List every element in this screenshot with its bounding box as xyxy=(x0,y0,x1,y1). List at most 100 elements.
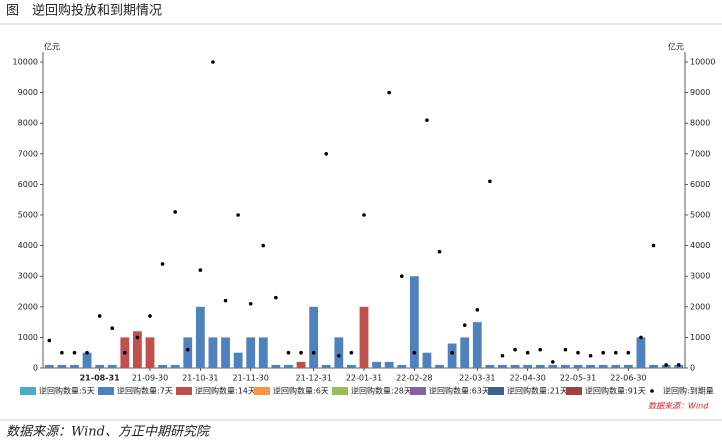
x-tick-label: 21-09-30 xyxy=(132,374,168,383)
point xyxy=(399,274,404,279)
bar xyxy=(82,352,92,368)
y2-unit: 亿元 xyxy=(668,42,684,52)
point xyxy=(387,90,391,95)
y-unit: 亿元 xyxy=(44,42,60,52)
y2-tick-label: 7000 xyxy=(690,149,710,158)
bar xyxy=(258,337,268,368)
point xyxy=(525,350,530,355)
bar xyxy=(409,276,419,368)
legend-swatch xyxy=(332,387,348,395)
point xyxy=(148,314,152,318)
x-tick-label: 21-11-30 xyxy=(233,374,269,383)
point xyxy=(47,338,52,343)
point xyxy=(274,295,278,300)
point xyxy=(60,350,64,355)
point xyxy=(412,350,417,355)
legend-swatch xyxy=(566,387,582,395)
bar xyxy=(535,364,545,368)
point xyxy=(97,314,102,318)
point xyxy=(664,363,668,367)
bar xyxy=(246,337,256,368)
bar xyxy=(334,337,344,368)
point xyxy=(651,243,656,248)
y-tick-label: 9000 xyxy=(18,88,38,97)
point xyxy=(563,347,568,352)
point xyxy=(588,353,593,358)
legend-label: 逆回购数量:7天 xyxy=(117,386,173,396)
point xyxy=(475,308,480,312)
y-tick-label: 7000 xyxy=(18,149,38,158)
point xyxy=(173,210,177,214)
bar xyxy=(510,364,520,368)
bar xyxy=(384,361,394,368)
point xyxy=(576,350,580,355)
point xyxy=(601,350,605,355)
bar xyxy=(372,361,381,368)
bar xyxy=(170,364,180,368)
bar xyxy=(208,337,218,368)
legend-label: 逆回购数量:21天 xyxy=(507,386,568,396)
x-tick-label: 21-12-31 xyxy=(295,374,331,383)
bar xyxy=(623,364,633,368)
y2-tick-label: 6000 xyxy=(690,180,710,189)
legend-label: 逆回购数量:5天 xyxy=(39,386,95,396)
y2-tick-label: 2000 xyxy=(690,302,710,311)
bar xyxy=(347,364,356,368)
bar xyxy=(460,337,470,368)
point xyxy=(198,268,203,272)
legend-label: 逆回购数量:6天 xyxy=(273,386,329,396)
point xyxy=(248,301,253,306)
y-tick-label: 3000 xyxy=(18,272,38,281)
x-tick-label: 22-06-30 xyxy=(610,374,646,383)
point xyxy=(337,353,341,358)
point xyxy=(450,350,454,355)
bar xyxy=(586,364,595,368)
x-tick-label: 22-04-30 xyxy=(509,374,545,383)
point xyxy=(123,350,127,355)
bar xyxy=(598,364,608,368)
bar xyxy=(422,352,432,368)
bar xyxy=(158,364,167,368)
point xyxy=(299,350,303,355)
point xyxy=(261,243,266,248)
y-tick-label: 5000 xyxy=(18,211,38,220)
x-tick-label: 21-08-31 xyxy=(80,374,120,383)
bar xyxy=(649,364,658,368)
y-tick-label: 1000 xyxy=(18,333,38,342)
y2-tick-label: 0 xyxy=(690,364,695,373)
point xyxy=(110,326,115,331)
point xyxy=(551,360,555,364)
legend-label: 逆回购数量:14天 xyxy=(195,386,256,396)
legend-swatch xyxy=(650,389,654,393)
point xyxy=(85,350,89,355)
bar xyxy=(271,364,281,368)
point xyxy=(488,179,492,184)
legend-swatch xyxy=(254,387,270,395)
y-tick-label: 10000 xyxy=(13,58,38,67)
bar xyxy=(435,364,444,368)
bar xyxy=(195,306,205,368)
point xyxy=(72,350,77,355)
point xyxy=(425,118,429,122)
x-tick-label: 21-10-31 xyxy=(182,374,218,383)
x-tick-label: 22-01-31 xyxy=(346,374,382,383)
y2-tick-label: 5000 xyxy=(690,211,710,220)
bar xyxy=(284,364,293,368)
y2-tick-label: 8000 xyxy=(690,119,710,128)
point xyxy=(223,298,228,303)
point xyxy=(639,335,643,340)
bar xyxy=(221,337,230,368)
x-tick-label: 22-05-31 xyxy=(560,374,596,383)
chart-title: 图 逆回购投放和到期情况 xyxy=(6,3,162,19)
bar xyxy=(636,337,646,368)
point xyxy=(613,350,618,355)
legend-swatch xyxy=(488,387,504,395)
bar xyxy=(233,352,243,368)
bar xyxy=(107,364,117,368)
point xyxy=(538,347,543,352)
point xyxy=(236,213,240,217)
y-tick-label: 2000 xyxy=(18,302,38,311)
point xyxy=(500,353,505,358)
